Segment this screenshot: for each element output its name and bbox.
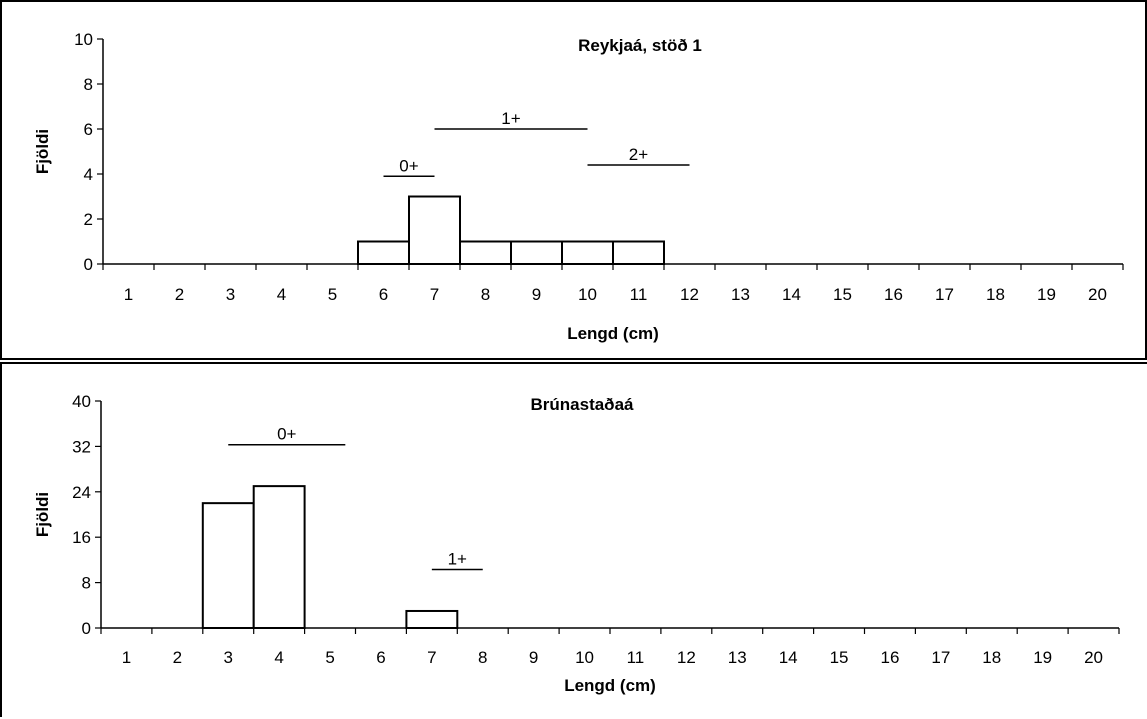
age-group-label: 0+ xyxy=(399,156,418,175)
y-tick-label: 4 xyxy=(84,165,93,184)
x-tick-label: 20 xyxy=(1088,285,1107,304)
x-tick-label: 5 xyxy=(325,648,334,667)
bar xyxy=(201,502,255,629)
x-tick-label: 19 xyxy=(1033,648,1052,667)
bar xyxy=(408,195,461,265)
x-tick-label: 2 xyxy=(175,285,184,304)
y-tick-label: 0 xyxy=(84,255,93,274)
x-tick-label: 16 xyxy=(884,285,903,304)
x-tick-label: 13 xyxy=(731,285,750,304)
x-tick-label: 20 xyxy=(1084,648,1103,667)
bar xyxy=(252,485,306,629)
age-group-label: 1+ xyxy=(501,109,520,128)
y-tick-label: 16 xyxy=(72,528,91,547)
x-tick-label: 6 xyxy=(379,285,388,304)
y-tick-label: 2 xyxy=(84,210,93,229)
age-group-label: 2+ xyxy=(629,145,648,164)
x-tick-label: 9 xyxy=(532,285,541,304)
y-tick-label: 0 xyxy=(82,619,91,638)
x-tick-label: 7 xyxy=(430,285,439,304)
x-tick-label: 8 xyxy=(478,648,487,667)
x-tick-label: 11 xyxy=(630,285,648,304)
y-tick-label: 24 xyxy=(72,483,91,502)
x-tick-label: 5 xyxy=(328,285,337,304)
x-axis-title: Lengd (cm) xyxy=(567,324,659,343)
x-tick-label: 12 xyxy=(677,648,696,667)
x-tick-label: 19 xyxy=(1037,285,1056,304)
y-tick-label: 8 xyxy=(84,75,93,94)
x-tick-label: 14 xyxy=(782,285,801,304)
x-tick-label: 10 xyxy=(575,648,594,667)
bar xyxy=(357,240,410,265)
x-tick-label: 3 xyxy=(226,285,235,304)
chart-panel-brunastadaa: 0 8 16 24 32 40 1 2 3 4 5 6 7 8 9 10 11 12 13 14 15 16 17 18 19 2… xyxy=(0,362,1147,717)
x-tick-label: 7 xyxy=(427,648,436,667)
y-tick-label: 40 xyxy=(72,392,91,411)
x-tick-label: 4 xyxy=(274,648,283,667)
x-tick-label: 13 xyxy=(728,648,747,667)
y-axis-title: Fjöldi xyxy=(33,492,52,537)
x-tick-label: 17 xyxy=(931,648,950,667)
x-tick-label: 14 xyxy=(779,648,798,667)
age-group-label: 1+ xyxy=(448,550,467,569)
bar xyxy=(510,240,563,265)
x-tick-label: 4 xyxy=(277,285,286,304)
y-tick-label: 8 xyxy=(82,574,91,593)
x-tick-label: 10 xyxy=(578,285,597,304)
x-tick-label: 1 xyxy=(124,285,133,304)
x-tick-label: 9 xyxy=(529,648,538,667)
chart-title: Brúnastaðaá xyxy=(531,395,635,414)
x-tick-label: 8 xyxy=(481,285,490,304)
x-tick-label: 18 xyxy=(986,285,1005,304)
x-axis-title: Lengd (cm) xyxy=(564,676,656,695)
x-tick-label: 3 xyxy=(224,648,233,667)
x-tick-label: 1 xyxy=(122,648,131,667)
x-tick-label: 11 xyxy=(627,648,645,667)
y-tick-label: 10 xyxy=(74,30,93,49)
bar xyxy=(405,609,459,630)
x-tick-label: 16 xyxy=(880,648,899,667)
x-tick-label: 15 xyxy=(830,648,849,667)
bar xyxy=(612,240,665,265)
y-tick-label: 6 xyxy=(84,120,93,139)
x-tick-label: 12 xyxy=(680,285,699,304)
chart-panel-reykjaa: 0 2 4 6 8 10 1 2 3 4 5 6 7 8 9 10 11 12 13 14 15 16 17 18 19 20 0+… xyxy=(0,0,1147,360)
bar xyxy=(459,240,512,265)
x-tick-label: 17 xyxy=(935,285,954,304)
age-group-label: 0+ xyxy=(277,425,296,444)
chart-title: Reykjaá, stöð 1 xyxy=(578,36,702,55)
x-tick-label: 2 xyxy=(173,648,182,667)
x-tick-label: 6 xyxy=(376,648,385,667)
x-tick-label: 15 xyxy=(833,285,852,304)
y-tick-label: 32 xyxy=(72,437,91,456)
y-axis-title: Fjöldi xyxy=(33,129,52,174)
x-tick-label: 18 xyxy=(982,648,1001,667)
bar xyxy=(561,240,614,265)
